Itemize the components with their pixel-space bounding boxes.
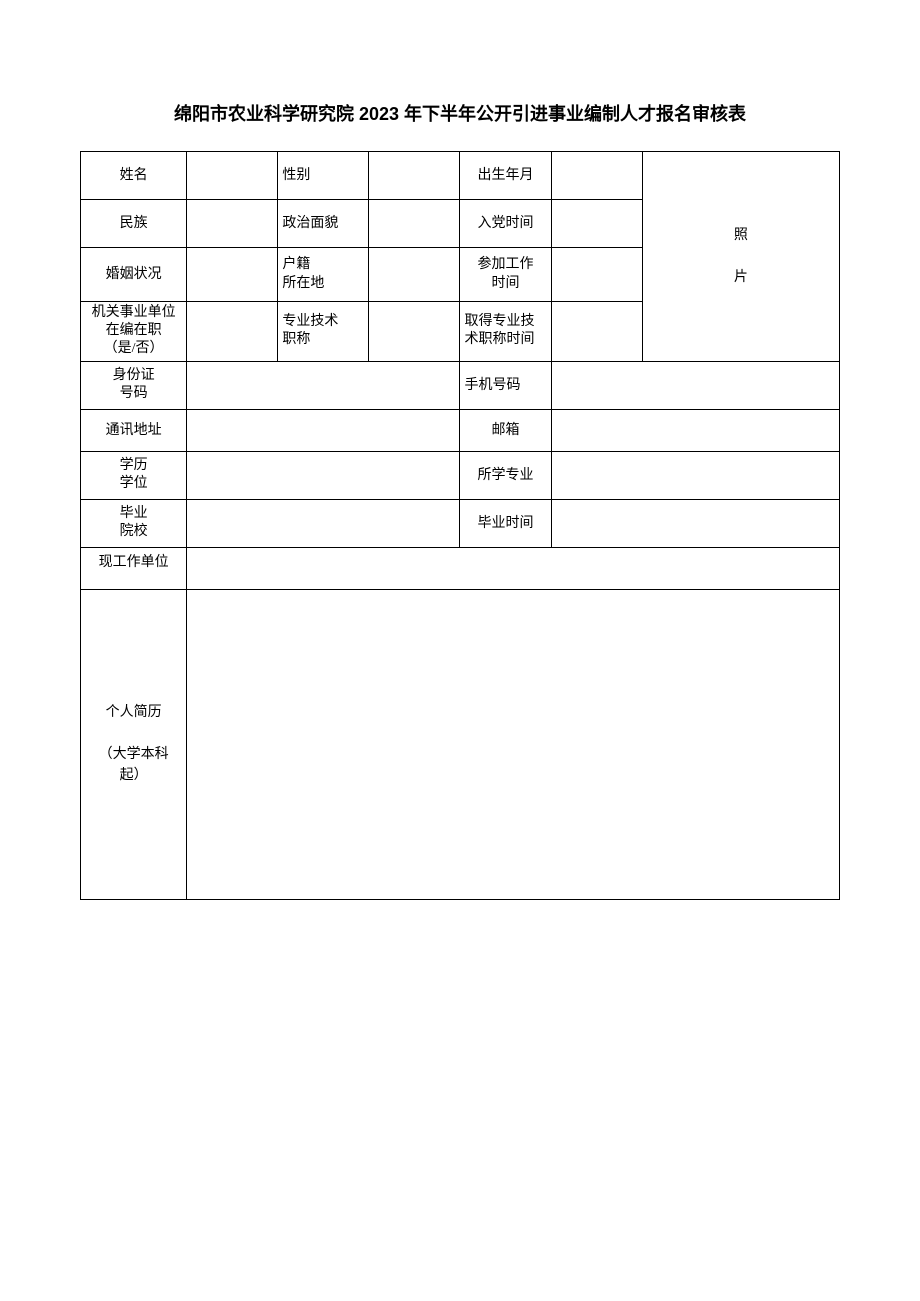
field-grad-date[interactable] [551,499,839,547]
label-nation: 民族 [81,200,187,248]
label-edu: 学历 学位 [81,451,187,499]
label-resume: 个人简历 （大学本科 起） [81,589,187,899]
registration-form-table: 姓名 性别 出生年月 照 片 民族 政治面貌 入党时间 婚姻状况 户籍 所在地 … [80,151,840,900]
field-major[interactable] [551,451,839,499]
field-edu[interactable] [187,451,460,499]
label-marital: 婚姻状况 [81,248,187,302]
label-id: 身份证 号码 [81,361,187,409]
label-hukou: 户籍 所在地 [278,248,369,302]
field-party-date[interactable] [551,200,642,248]
field-org-staff[interactable] [187,302,278,362]
label-pro-title: 专业技术 职称 [278,302,369,362]
field-marital[interactable] [187,248,278,302]
label-current-work: 现工作单位 [81,547,187,589]
photo-label-2: 片 [734,270,748,285]
field-name[interactable] [187,152,278,200]
label-pro-title-date: 取得专业技 术职称时间 [460,302,551,362]
label-political: 政治面貌 [278,200,369,248]
label-gender: 性别 [278,152,369,200]
label-party-date: 入党时间 [460,200,551,248]
field-nation[interactable] [187,200,278,248]
field-email[interactable] [551,409,839,451]
field-political[interactable] [369,200,460,248]
label-grad-date: 毕业时间 [460,499,551,547]
photo-label-1: 照 [734,228,748,243]
field-phone[interactable] [551,361,839,409]
field-pro-title[interactable] [369,302,460,362]
photo-area[interactable]: 照 片 [642,152,839,362]
field-address[interactable] [187,409,460,451]
label-birth: 出生年月 [460,152,551,200]
field-id[interactable] [187,361,460,409]
field-hukou[interactable] [369,248,460,302]
form-title: 绵阳市农业科学研究院 2023 年下半年公开引进事业编制人才报名审核表 [80,100,840,126]
label-major: 所学专业 [460,451,551,499]
label-school: 毕业 院校 [81,499,187,547]
field-pro-title-date[interactable] [551,302,642,362]
label-address: 通讯地址 [81,409,187,451]
label-email: 邮箱 [460,409,551,451]
label-phone: 手机号码 [460,361,551,409]
field-resume[interactable] [187,589,840,899]
label-org-staff: 机关事业单位 在编在职 （是/否） [81,302,187,362]
field-gender[interactable] [369,152,460,200]
label-name: 姓名 [81,152,187,200]
label-work-date: 参加工作 时间 [460,248,551,302]
field-current-work[interactable] [187,547,840,589]
field-school[interactable] [187,499,460,547]
field-work-date[interactable] [551,248,642,302]
field-birth[interactable] [551,152,642,200]
